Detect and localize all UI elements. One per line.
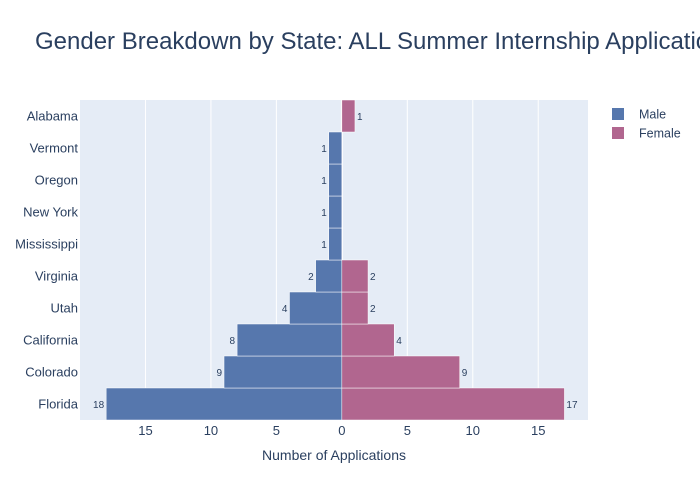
bar-value-label: 1: [321, 240, 327, 251]
bar-male-colorado: [223, 355, 343, 389]
y-tick-label: Colorado: [25, 365, 78, 380]
bar-female-california: [341, 323, 395, 357]
y-tick-labels: Florida Colorado California Utah Virginia Mis…: [15, 109, 79, 412]
legend: Male Female: [612, 108, 681, 141]
bar-female-florida: [341, 387, 565, 421]
bar-male-virginia: [315, 259, 343, 293]
y-tick-label: California: [23, 333, 79, 348]
bar-female-colorado: [341, 355, 460, 389]
bar-female-utah: [341, 291, 369, 325]
bar-value-label: 18: [93, 400, 105, 411]
y-tick-label: Virginia: [35, 269, 79, 284]
legend-label-female: Female: [639, 127, 681, 141]
x-tick-label: 5: [273, 423, 280, 438]
bar-value-label: 9: [216, 368, 222, 379]
bar-value-label: 9: [462, 368, 468, 379]
bar-value-label: 8: [230, 336, 236, 347]
legend-label-male: Male: [639, 108, 666, 122]
bars: 18 9 8 4 2 1 1 1 1 17 9 4 2 2 1: [93, 99, 578, 421]
bar-male-california: [236, 323, 343, 357]
y-tick-label: Florida: [38, 397, 79, 412]
bar-value-label: 4: [396, 336, 402, 347]
x-tick-label: 0: [338, 423, 345, 438]
bar-value-label: 2: [370, 272, 376, 283]
bar-female-alabama: [341, 99, 356, 133]
y-tick-label: New York: [23, 205, 78, 220]
legend-swatch-male: [612, 108, 624, 120]
x-axis-title: Number of Applications: [262, 447, 406, 463]
bar-male-mississippi: [328, 227, 343, 261]
bar-value-label: 1: [321, 144, 327, 155]
bar-female-virginia: [341, 259, 369, 293]
bar-value-label: 1: [357, 112, 363, 123]
legend-swatch-female: [612, 127, 624, 139]
bar-value-label: 2: [370, 304, 376, 315]
bar-male-oregon: [328, 163, 343, 197]
bar-value-label: 1: [321, 176, 327, 187]
x-tick-labels: 15 10 5 0 5 10 15: [138, 423, 545, 438]
x-tick-label: 15: [531, 423, 545, 438]
x-tick-label: 5: [404, 423, 411, 438]
x-tick-label: 10: [466, 423, 480, 438]
bar-value-label: 1: [321, 208, 327, 219]
bar-value-label: 4: [282, 304, 288, 315]
bar-male-vermont: [328, 131, 343, 165]
x-tick-label: 10: [204, 423, 218, 438]
y-tick-label: Oregon: [35, 173, 78, 188]
bar-male-new-york: [328, 195, 343, 229]
y-tick-label: Mississippi: [15, 237, 78, 252]
y-tick-label: Vermont: [30, 141, 79, 156]
bar-value-label: 17: [566, 400, 578, 411]
y-tick-label: Alabama: [27, 109, 79, 124]
chart-title: Gender Breakdown by State: ALL Summer In…: [35, 28, 700, 55]
bar-male-utah: [289, 291, 343, 325]
bar-value-label: 2: [308, 272, 314, 283]
bar-male-florida: [105, 387, 343, 421]
y-tick-label: Utah: [51, 301, 78, 316]
x-tick-label: 15: [138, 423, 152, 438]
